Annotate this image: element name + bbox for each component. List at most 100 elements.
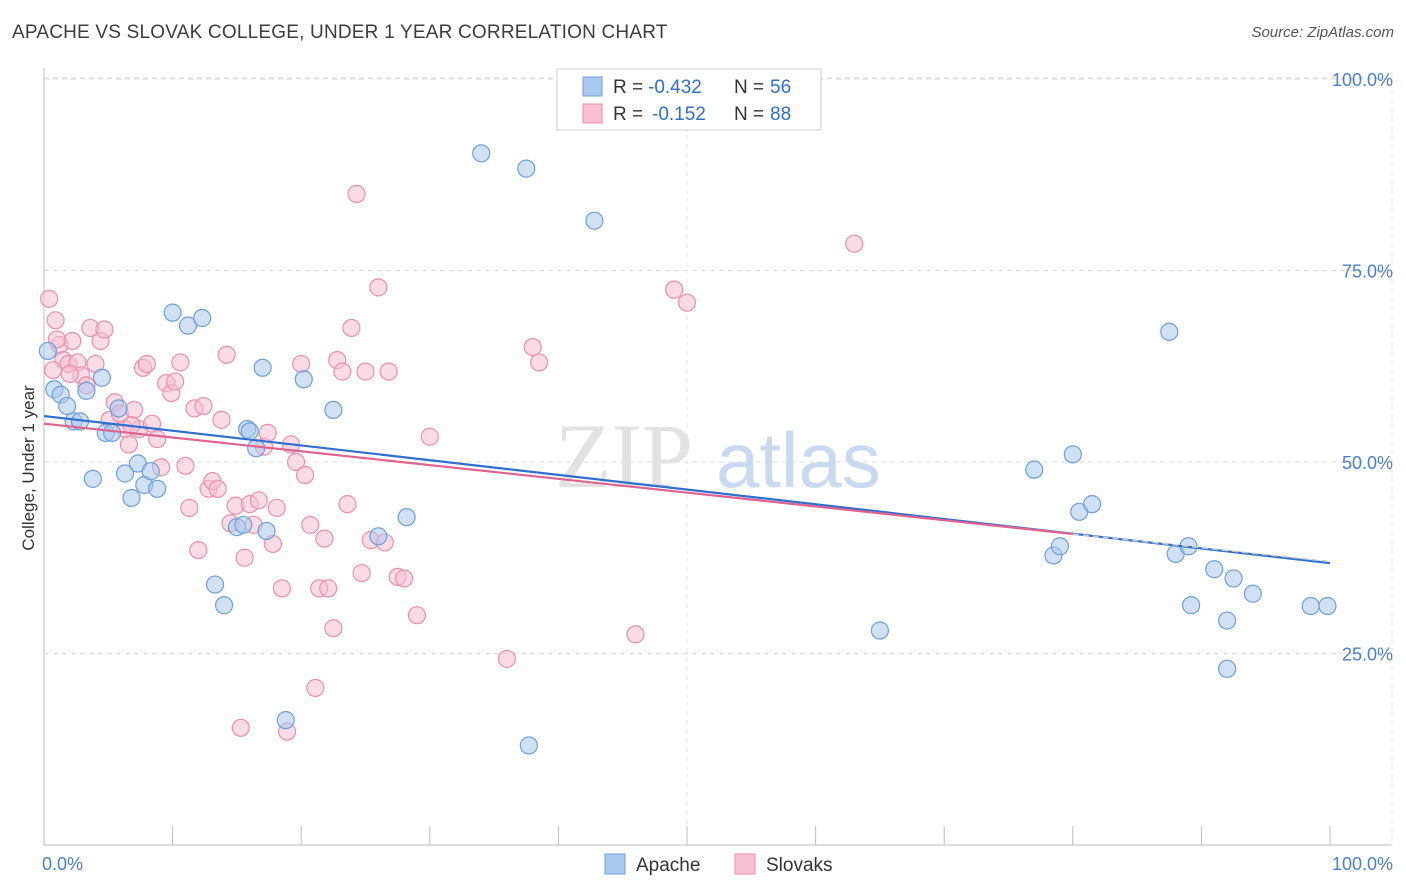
apache-point (1318, 596, 1337, 616)
slovak-point (286, 452, 306, 472)
chart-title: APACHE VS SLOVAK COLLEGE, UNDER 1 YEAR C… (12, 22, 668, 43)
slovak-point (352, 563, 371, 583)
slovak-point (530, 353, 549, 372)
slovak-point (231, 718, 250, 737)
apache-point (240, 422, 259, 441)
slovak-point (194, 396, 213, 416)
apache-point (1218, 659, 1237, 678)
y-tick-label: 25.0% (1342, 645, 1393, 665)
slovak-swatch-icon (582, 103, 603, 124)
slovak-point (272, 579, 292, 598)
apache-point (397, 508, 416, 527)
watermark: ZIP atlas (555, 405, 881, 507)
apache-point (472, 144, 491, 163)
slovak-point (124, 400, 144, 420)
apache-point (585, 211, 604, 230)
trend-lines (43, 414, 1331, 565)
y-tick-label: 50.0% (1342, 453, 1393, 473)
slovak-point (394, 569, 414, 588)
apache-point (83, 469, 102, 488)
x-tick-label: 0.0% (42, 854, 83, 874)
slovak-n-label: N = (734, 104, 764, 125)
slovak-point (235, 548, 254, 567)
slovak-point (301, 515, 320, 534)
apache-point (324, 400, 343, 420)
slovak-point (176, 456, 195, 475)
apache-point (253, 358, 272, 377)
y-axis-label: College, Under 1 year (19, 385, 38, 551)
apache-point (205, 575, 225, 594)
source-credit: Source: ZipAtlas.com (1251, 24, 1394, 41)
apache-point (294, 370, 313, 389)
apache-point (1082, 495, 1102, 514)
apache-point (103, 423, 122, 442)
apache-point (234, 515, 253, 534)
slovak-point (845, 234, 864, 253)
slovak-point (333, 362, 352, 381)
slovak-trend-line (43, 422, 1073, 536)
apache-point (77, 381, 96, 400)
slovak-point (347, 184, 366, 203)
apache-point (369, 527, 388, 546)
apache-point (1063, 445, 1082, 464)
slovak-point (420, 427, 439, 446)
apache-point (257, 521, 276, 541)
apache-legend-swatch-icon (604, 853, 626, 875)
apache-point (214, 596, 234, 615)
slovak-point (319, 579, 338, 598)
slovak-point (43, 360, 63, 380)
slovak-point (342, 318, 361, 338)
axes (43, 68, 1392, 846)
apache-point (1243, 584, 1262, 603)
x-tick-label: 100.0% (1332, 854, 1393, 874)
apache-point (115, 464, 135, 483)
apache-point (92, 368, 111, 387)
apache-swatch-icon (582, 76, 603, 97)
y-tick-label: 75.0% (1342, 262, 1393, 282)
apache-point (519, 736, 538, 755)
slovak-point (212, 410, 231, 429)
apache-series (38, 144, 1337, 755)
slovak-point (40, 289, 59, 308)
apache-point (870, 621, 890, 640)
apache-point (1050, 537, 1070, 556)
slovak-point (497, 649, 517, 668)
slovak-point (46, 311, 65, 330)
bottom-legend: Apache Slovaks (604, 853, 833, 876)
apache-point (109, 399, 128, 418)
slovak-point (166, 372, 185, 391)
slovak-point (95, 320, 114, 339)
slovak-point (258, 423, 277, 442)
watermark-atlas: atlas (716, 416, 881, 504)
slovak-point (171, 353, 190, 372)
apache-point (1224, 569, 1243, 588)
slovak-point (295, 465, 315, 485)
apache-point (1205, 560, 1224, 579)
slovak-point (249, 491, 268, 510)
slovak-point (208, 479, 227, 498)
y-tick-label: 100.0% (1332, 70, 1393, 90)
apache-point (1025, 460, 1044, 479)
slovak-point (267, 498, 286, 518)
slovak-point (626, 625, 645, 644)
apache-point (148, 479, 167, 498)
slovak-point (137, 354, 156, 374)
apache-r-label: R = (613, 77, 643, 98)
apache-point (247, 439, 266, 458)
apache-point (1218, 611, 1237, 630)
apache-point (1301, 596, 1320, 616)
tick-labels: 25.0% 50.0% 75.0% 100.0% 0.0% 100.0% (42, 70, 1393, 874)
apache-r-value: -0.432 (648, 77, 702, 98)
legend-slovaks-label: Slovaks (766, 855, 833, 876)
apache-point (38, 341, 57, 361)
slovak-point (60, 364, 79, 384)
apache-point (1182, 596, 1201, 615)
slovak-legend-swatch-icon (734, 853, 756, 875)
slovak-point (315, 529, 334, 548)
slovak-n-value: 88 (770, 104, 791, 125)
slovak-point (217, 345, 236, 364)
slovak-point (665, 280, 684, 299)
apache-point (276, 711, 295, 730)
legend-apache-label: Apache (636, 855, 700, 876)
